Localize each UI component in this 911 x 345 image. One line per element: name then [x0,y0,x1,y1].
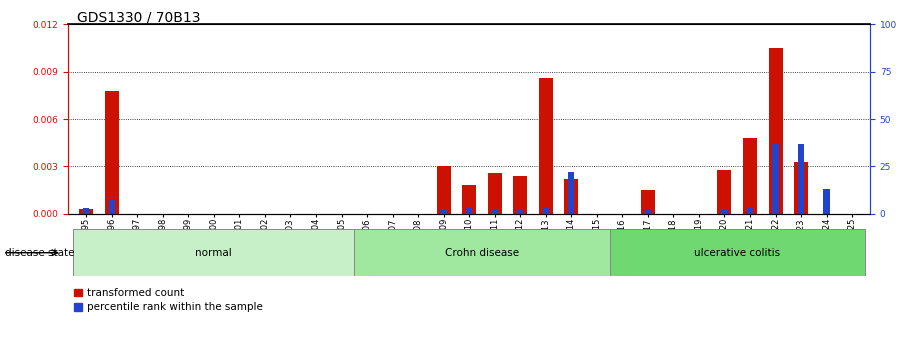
Bar [564,179,578,214]
Bar [108,199,115,214]
Text: ulcerative colitis: ulcerative colitis [694,248,781,258]
Bar [436,167,451,214]
Bar [722,210,728,214]
Bar [568,172,575,214]
Text: GDS1330 / 70B13: GDS1330 / 70B13 [77,10,201,24]
Bar [83,208,89,214]
Bar [718,170,732,214]
Bar [487,173,502,214]
Bar [466,208,472,214]
Bar [798,144,804,214]
Text: Crohn disease: Crohn disease [445,248,519,258]
Bar [543,208,549,214]
Bar [538,78,553,214]
Text: normal: normal [196,248,232,258]
Text: disease state: disease state [5,248,74,258]
FancyBboxPatch shape [354,229,609,276]
Bar [794,162,808,214]
Bar [743,138,757,214]
Bar [441,210,446,214]
Bar [513,176,527,214]
Bar [640,190,655,214]
FancyBboxPatch shape [74,229,354,276]
Legend: transformed count, percentile rank within the sample: transformed count, percentile rank withi… [74,288,263,312]
Bar [517,210,524,214]
FancyBboxPatch shape [609,229,865,276]
Bar [79,209,93,214]
Bar [747,208,753,214]
Bar [824,189,830,214]
Bar [773,144,779,214]
Bar [645,210,651,214]
Bar [769,48,783,214]
Bar [462,186,476,214]
Bar [105,90,118,214]
Bar [492,210,497,214]
